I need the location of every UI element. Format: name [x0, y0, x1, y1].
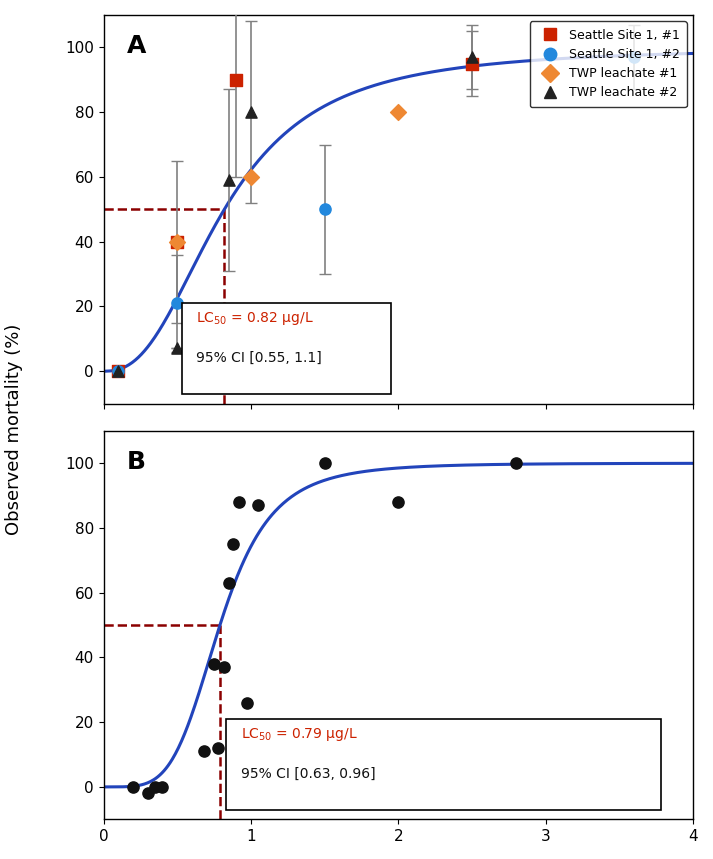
Point — [233, 495, 245, 509]
Point — [223, 174, 235, 187]
Point — [393, 495, 404, 509]
Point — [629, 50, 640, 64]
Point — [172, 235, 183, 248]
Point — [212, 741, 224, 755]
Point — [208, 657, 220, 671]
Point — [113, 364, 124, 378]
Point — [245, 106, 257, 119]
Point — [198, 745, 210, 758]
Text: 95% CI [0.63, 0.96]: 95% CI [0.63, 0.96] — [240, 766, 375, 781]
Point — [227, 537, 239, 551]
Point — [219, 661, 230, 674]
Point — [252, 498, 264, 512]
Point — [466, 57, 478, 70]
Point — [172, 296, 183, 310]
Point — [466, 50, 478, 64]
Point — [319, 203, 330, 216]
Point — [157, 780, 168, 794]
Text: A: A — [127, 34, 146, 58]
Point — [241, 696, 252, 710]
Point — [142, 787, 153, 801]
Point — [172, 342, 183, 356]
Text: Observed mortality (%): Observed mortality (%) — [5, 324, 24, 535]
Point — [511, 456, 522, 470]
Point — [223, 576, 235, 590]
FancyBboxPatch shape — [226, 719, 661, 810]
Point — [128, 780, 139, 794]
FancyBboxPatch shape — [182, 303, 391, 394]
Text: 95% CI [0.55, 1.1]: 95% CI [0.55, 1.1] — [196, 350, 322, 365]
Text: B: B — [127, 450, 146, 474]
Point — [172, 235, 183, 248]
Point — [150, 780, 161, 794]
Point — [230, 73, 242, 87]
Point — [319, 456, 330, 470]
Point — [393, 106, 404, 119]
Point — [113, 364, 124, 378]
Text: LC$_{50}$ = 0.79 μg/L: LC$_{50}$ = 0.79 μg/L — [240, 726, 357, 743]
Point — [245, 170, 257, 184]
Legend: Seattle Site 1, #1, Seattle Site 1, #2, TWP leachate #1, TWP leachate #2: Seattle Site 1, #1, Seattle Site 1, #2, … — [530, 21, 687, 107]
Point — [113, 364, 124, 378]
Text: LC$_{50}$ = 0.82 μg/L: LC$_{50}$ = 0.82 μg/L — [196, 310, 314, 327]
